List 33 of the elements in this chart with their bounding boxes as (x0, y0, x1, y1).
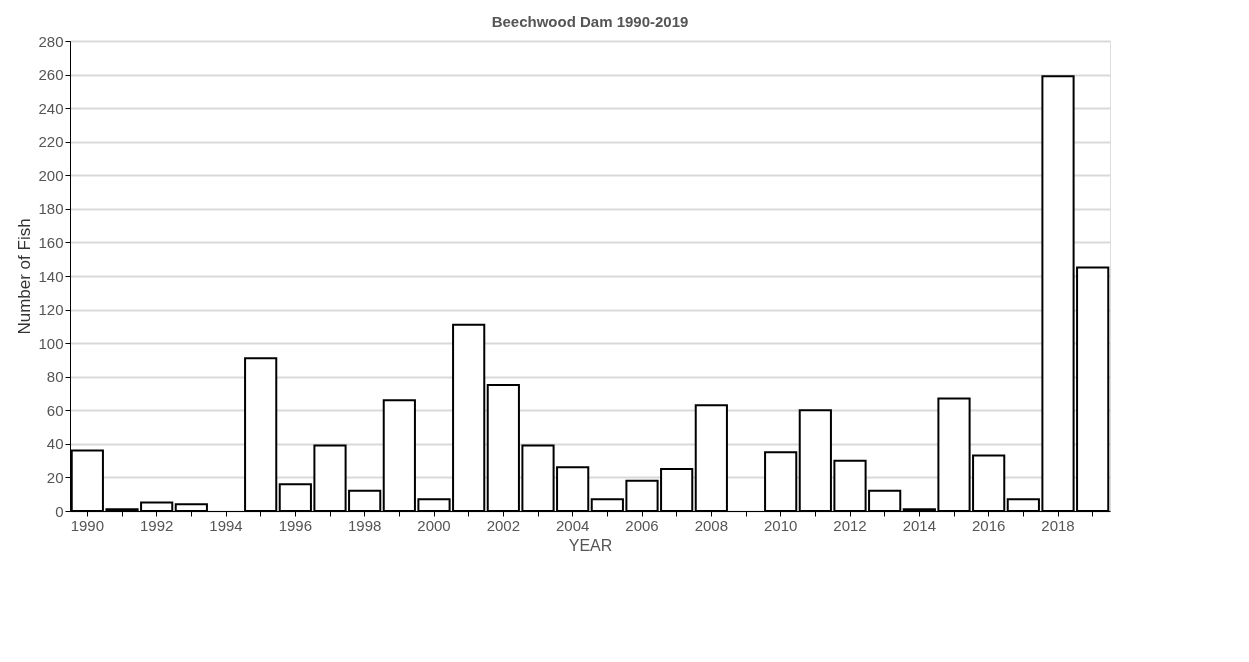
x-tick-label: 2002 (486, 516, 521, 534)
y-tick-label: 60 (46, 401, 64, 419)
x-tick-label: 2018 (1041, 516, 1075, 534)
chart-title: Beechwood Dam 1990-2019 (491, 13, 689, 30)
y-tick-label: 240 (38, 99, 64, 117)
x-tick-label: 2008 (694, 516, 729, 534)
y-tick-label: 40 (46, 435, 64, 453)
y-tick-label: 260 (38, 66, 64, 84)
x-tick-label: 2000 (417, 516, 451, 534)
y-axis-title: Number of Fish (15, 218, 35, 335)
x-tick-label: 2016 (971, 516, 1006, 534)
y-tick-label: 120 (38, 301, 64, 319)
x-tick-label: 2006 (625, 516, 659, 534)
x-tick-label: 2014 (902, 516, 937, 534)
x-tick-label: 2004 (555, 516, 590, 534)
x-axis-title: YEAR (568, 536, 613, 554)
x-tick-label: 1996 (278, 516, 313, 534)
x-tick-label: 1990 (70, 516, 105, 534)
y-tick-label: 220 (38, 133, 64, 151)
x-tick-label: 1998 (347, 516, 382, 534)
x-tick-label: 1992 (139, 516, 174, 534)
y-tick-label: 160 (38, 233, 64, 251)
y-tick-label: 80 (46, 368, 64, 386)
x-tick-label: 1994 (209, 516, 243, 534)
y-tick-label: 100 (38, 334, 64, 352)
y-tick-label: 180 (38, 200, 64, 218)
x-tick-label: 2010 (763, 516, 798, 534)
y-tick-label: 20 (46, 468, 64, 486)
y-tick-label: 200 (38, 166, 64, 184)
x-tick-label: 2012 (833, 516, 867, 534)
y-tick-label: 0 (55, 502, 64, 520)
y-tick-label: 280 (38, 32, 64, 50)
y-tick-label: 140 (38, 267, 64, 285)
